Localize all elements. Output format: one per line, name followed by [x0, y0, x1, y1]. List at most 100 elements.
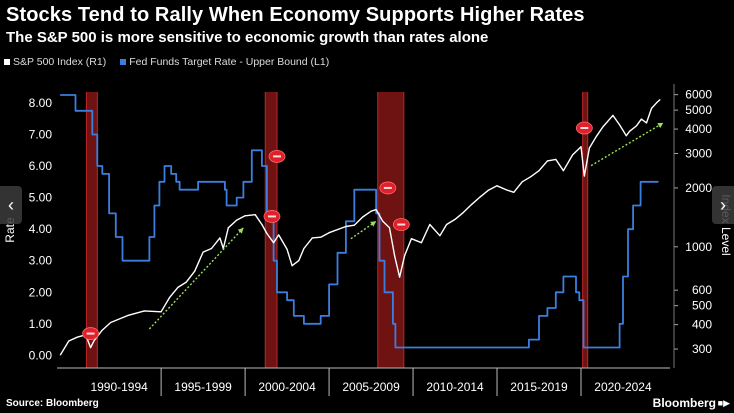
event-marker-glyph-4 [397, 223, 406, 226]
fed-point-21 [224, 189, 226, 191]
sp500-point-30 [303, 247, 305, 250]
fed-point-30 [276, 291, 278, 293]
chart-title: Stocks Tend to Rally When Economy Suppor… [6, 4, 585, 26]
sp500-point-57 [521, 181, 523, 183]
right-axis-tick-9: 6000 [685, 88, 712, 102]
fed-point-11 [143, 260, 145, 262]
sp500-point-4 [89, 347, 92, 349]
trend-arrowhead-1 [370, 221, 377, 227]
sp500-point-8 [126, 314, 129, 317]
source-note: Source: Bloomberg [6, 398, 99, 409]
fed-point-47 [528, 339, 530, 341]
fed-point-36 [328, 283, 330, 285]
sp500-point-68 [602, 126, 604, 128]
sp500-point-75 [645, 122, 648, 124]
x-axis-period-label-6: 2020-2024 [594, 380, 652, 394]
sp500-point-7 [110, 321, 112, 324]
fed-point-34 [318, 323, 320, 325]
sp500-point-25 [273, 242, 275, 244]
sp500-point-19 [227, 227, 229, 229]
fed-point-44 [392, 323, 394, 325]
fed-point-58 [622, 275, 624, 278]
fed-point-24 [242, 181, 245, 183]
sp500-point-40 [388, 227, 391, 229]
sp500-point-10 [160, 311, 162, 313]
fed-point-31 [286, 299, 288, 301]
event-marker-glyph-2 [273, 155, 282, 158]
sp500-point-64 [580, 146, 582, 148]
fed-point-5 [96, 165, 98, 167]
legend-swatch-sp500 [4, 59, 10, 65]
left-axis-tick-6: 6.00 [29, 159, 53, 173]
sp500-point-62 [562, 170, 564, 172]
sp500-point-53 [488, 189, 490, 191]
fed-point-17 [175, 181, 177, 183]
bloomberg-logo-icon: ■▶ [717, 398, 730, 408]
sp500-point-24 [266, 232, 268, 235]
right-axis-tick-0: 300 [692, 342, 712, 356]
sp500-point-13 [185, 281, 187, 283]
fed-point-49 [546, 307, 549, 309]
fed-point-1 [68, 94, 70, 96]
event-marker-glyph-3 [383, 186, 392, 189]
right-axis-tick-4: 1000 [685, 240, 712, 254]
fed-point-4 [91, 133, 93, 136]
fed-point-22 [226, 204, 228, 207]
left-axis-tick-7: 7.00 [29, 127, 53, 141]
sp500-point-73 [635, 125, 638, 127]
fed-point-13 [153, 204, 156, 207]
sp500-point-28 [291, 265, 293, 267]
sp500-point-33 [328, 232, 330, 234]
sp500-point-26 [278, 234, 280, 236]
sp500-point-50 [462, 211, 465, 213]
sp500-point-22 [254, 214, 256, 216]
sp500-point-47 [439, 235, 441, 237]
fed-point-9 [121, 260, 124, 262]
sp500-point-36 [362, 216, 364, 218]
fed-point-37 [336, 252, 339, 254]
right-axis-tick-7: 4000 [685, 122, 712, 136]
sp500-point-16 [210, 247, 213, 250]
recession-band-1 [265, 92, 278, 368]
legend-swatch-fed [120, 59, 127, 65]
fed-point-51 [562, 275, 564, 278]
event-marker-glyph-1 [267, 215, 276, 218]
brand-logo: Bloomberg [652, 396, 716, 410]
chart-subtitle: The S&P 500 is more sensitive to economi… [6, 29, 489, 46]
sp500-point-1 [68, 340, 70, 342]
sp500-point-31 [311, 237, 313, 239]
event-marker-glyph-0 [86, 332, 95, 335]
next-chart-button[interactable]: › [712, 186, 734, 224]
sp500-point-72 [629, 130, 631, 132]
trend-arrowhead-0 [237, 227, 244, 234]
sp500-point-65 [583, 175, 585, 177]
fed-point-35 [320, 315, 322, 317]
fed-point-8 [115, 236, 117, 238]
fed-point-14 [158, 181, 161, 183]
sp500-point-67 [595, 136, 597, 138]
sp500-point-27 [286, 248, 288, 250]
sp500-point-70 [619, 124, 621, 126]
sp500-point-42 [399, 276, 401, 278]
sp500-point-29 [298, 260, 300, 262]
legend: S&P 500 Index (R1) Fed Funds Target Rate… [4, 56, 329, 68]
sp500-point-69 [612, 114, 614, 116]
x-axis-period-label-4: 2010-2014 [426, 380, 484, 394]
fed-point-33 [303, 323, 305, 325]
sp500-point-61 [555, 158, 557, 160]
sp500-point-21 [244, 215, 246, 217]
fed-point-32 [293, 315, 295, 317]
previous-chart-button[interactable]: ‹ [0, 186, 22, 224]
fed-point-41 [375, 212, 377, 214]
trend-arrow-line-0 [148, 227, 244, 330]
fed-point-0 [59, 94, 61, 96]
sp500-point-46 [429, 223, 431, 226]
sp500-point-44 [410, 238, 412, 240]
fed-point-46 [511, 346, 513, 349]
fed-point-3 [86, 110, 88, 112]
right-axis-tick-8: 5000 [685, 103, 712, 117]
fed-point-16 [170, 173, 172, 175]
sp500-point-0 [59, 354, 61, 356]
fed-point-39 [353, 189, 355, 191]
x-axis-period-label-1: 1995-1999 [174, 380, 232, 394]
